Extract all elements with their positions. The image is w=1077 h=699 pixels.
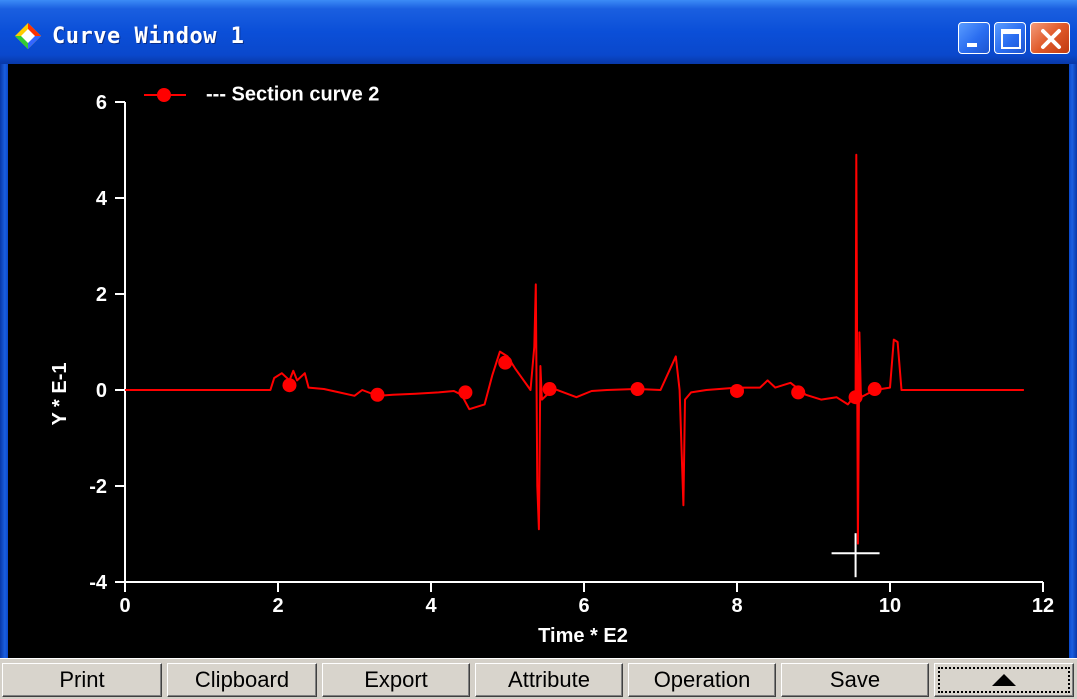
close-icon bbox=[1041, 29, 1061, 49]
data-point bbox=[867, 382, 882, 397]
y-tick-label: 4 bbox=[96, 188, 108, 210]
toolbar: Print Clipboard Export Attribute Operati… bbox=[0, 658, 1077, 699]
legend-marker bbox=[157, 88, 171, 102]
data-point bbox=[791, 385, 806, 400]
triangle-up-icon bbox=[992, 674, 1016, 686]
minimize-button[interactable] bbox=[958, 22, 990, 54]
operation-button[interactable]: Operation bbox=[628, 663, 776, 697]
x-tick-label: 12 bbox=[1032, 595, 1054, 617]
more-button[interactable] bbox=[934, 663, 1074, 697]
data-point bbox=[282, 378, 297, 393]
y-tick-label: -4 bbox=[89, 572, 108, 594]
curve-chart[interactable]: 0 2 4 6 8 10 12 -4 -2 0 2 4 6 --- Section curve 2 Ti… bbox=[8, 64, 1069, 658]
data-point bbox=[848, 390, 863, 405]
x-tick-label: 10 bbox=[879, 595, 901, 617]
window-title: Curve Window 1 bbox=[52, 24, 245, 49]
y-tick-label: 0 bbox=[96, 380, 107, 402]
close-button[interactable] bbox=[1030, 22, 1070, 54]
app-icon bbox=[15, 23, 41, 49]
x-tick-label: 8 bbox=[731, 595, 742, 617]
legend-label: --- Section curve 2 bbox=[206, 83, 379, 105]
y-tick-label: 2 bbox=[96, 284, 107, 306]
x-tick-label: 4 bbox=[425, 595, 437, 617]
window-border-right bbox=[1069, 64, 1077, 658]
x-tick-label: 2 bbox=[272, 595, 283, 617]
y-axis-label: Y * E-1 bbox=[49, 363, 71, 426]
plot-area[interactable]: 0 2 4 6 8 10 12 -4 -2 0 2 4 6 --- Section curve 2 Ti… bbox=[8, 64, 1069, 658]
x-tick-label: 6 bbox=[578, 595, 589, 617]
data-point bbox=[542, 382, 557, 397]
attribute-button[interactable]: Attribute bbox=[475, 663, 623, 697]
data-point bbox=[458, 385, 473, 400]
print-button[interactable]: Print bbox=[2, 663, 162, 697]
save-button[interactable]: Save bbox=[781, 663, 929, 697]
series-line bbox=[125, 153, 1024, 545]
maximize-button[interactable] bbox=[994, 22, 1026, 54]
window-border-left bbox=[0, 64, 8, 658]
clipboard-button[interactable]: Clipboard bbox=[167, 663, 317, 697]
minimize-icon bbox=[967, 43, 977, 47]
data-point bbox=[498, 355, 513, 370]
data-point bbox=[370, 387, 385, 402]
x-tick-label: 0 bbox=[119, 595, 130, 617]
maximize-icon bbox=[1001, 29, 1021, 49]
data-point bbox=[730, 383, 744, 398]
y-tick-label: -2 bbox=[89, 476, 107, 498]
y-tick-label: 6 bbox=[96, 92, 107, 114]
title-bar[interactable]: Curve Window 1 bbox=[0, 0, 1077, 64]
export-button[interactable]: Export bbox=[322, 663, 470, 697]
data-point bbox=[630, 382, 645, 397]
x-axis-label: Time * E2 bbox=[538, 625, 628, 647]
